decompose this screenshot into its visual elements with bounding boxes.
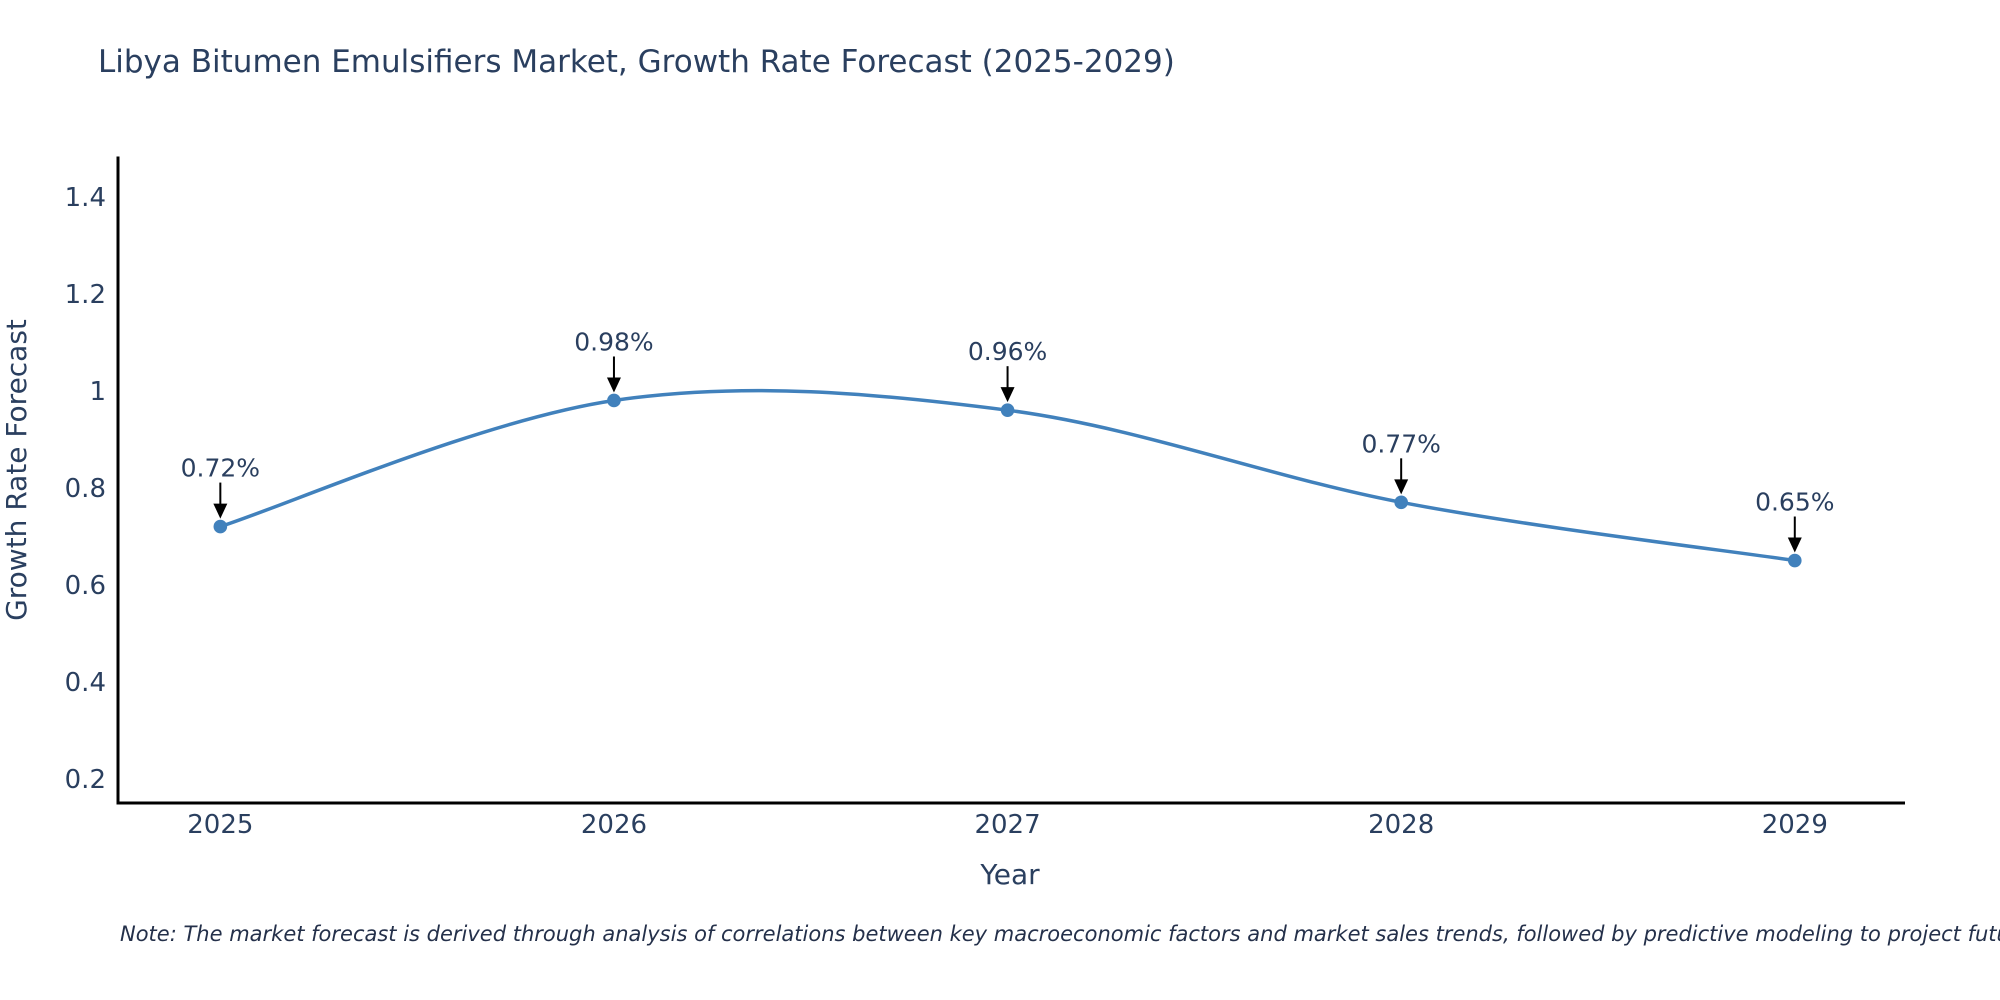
x-axis-title: Year [979, 858, 1040, 891]
y-axis-title: Growth Rate Forecast [0, 319, 33, 621]
y-tick-label: 1.2 [65, 280, 106, 310]
y-tick-label: 1.4 [65, 183, 106, 213]
data-point-marker[interactable] [607, 393, 621, 408]
annotation-arrowhead-icon [1787, 537, 1802, 553]
data-point-marker[interactable] [1000, 403, 1015, 417]
y-tick-label: 1 [89, 377, 106, 407]
y-tick-label: 0.2 [65, 765, 106, 795]
y-tick-label: 0.4 [65, 668, 106, 698]
annotation-arrowhead-icon [213, 503, 228, 519]
data-point-label: 0.98% [574, 327, 653, 356]
data-point-label: 0.96% [968, 337, 1047, 366]
data-point-marker[interactable] [213, 519, 228, 534]
data-point-label: 0.65% [1755, 488, 1834, 517]
chart-title: Libya Bitumen Emulsifiers Market, Growth… [98, 44, 1175, 80]
plot-area: 0.2 0.4 0.6 0.8 1 1.2 1.4 2025 2026 2027 2028 2029 0… [65, 183, 1835, 840]
x-tick-label: 2029 [1762, 810, 1828, 840]
x-tick-label: 2026 [581, 810, 647, 840]
annotation-arrowhead-icon [1000, 387, 1015, 403]
x-tick-label: 2027 [974, 810, 1040, 840]
y-tick-label: 0.8 [65, 474, 106, 504]
x-tick-label: 2025 [187, 810, 253, 840]
footnote: Note: The market forecast is derived thr… [120, 922, 2000, 946]
data-point-marker[interactable] [1394, 495, 1408, 510]
data-point-marker[interactable] [1787, 553, 1802, 568]
data-point-label: 0.77% [1361, 429, 1440, 458]
annotation-arrowhead-icon [1394, 479, 1409, 495]
annotation-arrowhead-icon [606, 377, 621, 393]
data-point-label: 0.72% [181, 454, 260, 483]
x-tick-label: 2028 [1368, 810, 1434, 840]
y-tick-label: 0.6 [65, 571, 106, 601]
